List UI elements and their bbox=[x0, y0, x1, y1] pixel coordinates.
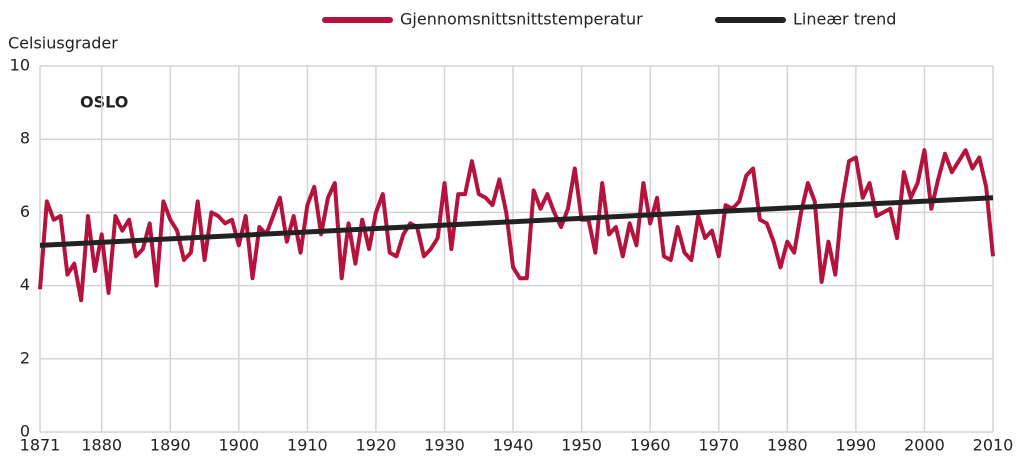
y-axis-label: Celsiusgrader bbox=[8, 34, 118, 53]
x-tick-label: 1930 bbox=[424, 436, 465, 455]
x-tick-label: 1890 bbox=[150, 436, 191, 455]
x-tick-label: 1950 bbox=[561, 436, 602, 455]
x-tick-label: 1990 bbox=[836, 436, 877, 455]
data-line bbox=[39, 195, 994, 248]
x-tick-label: 1940 bbox=[493, 436, 534, 455]
x-tick-label: 1960 bbox=[630, 436, 671, 455]
y-tick-label: 4 bbox=[20, 275, 30, 294]
y-tick-label: 2 bbox=[20, 348, 30, 367]
x-tick-label: 2000 bbox=[904, 436, 945, 455]
x-tick-label: 2010 bbox=[973, 436, 1014, 455]
x-tick-label: 1970 bbox=[698, 436, 739, 455]
data-line bbox=[38, 148, 995, 303]
annotation: OSLO bbox=[80, 93, 128, 112]
legend-label: Lineær trend bbox=[793, 10, 896, 29]
x-tick-label: 1900 bbox=[218, 436, 259, 455]
x-tick-label: 1980 bbox=[767, 436, 808, 455]
x-tick-label: 1920 bbox=[356, 436, 397, 455]
y-tick-label: 0 bbox=[20, 422, 30, 441]
y-tick-label: 8 bbox=[20, 129, 30, 148]
x-tick-label: 1880 bbox=[81, 436, 122, 455]
legend-label: Gjennomsnittsnittstemperatur bbox=[400, 10, 643, 29]
x-tick-label: 1910 bbox=[287, 436, 328, 455]
x-tick-label: 1871 bbox=[20, 436, 61, 455]
y-tick-label: 6 bbox=[20, 202, 30, 221]
y-tick-label: 10 bbox=[10, 56, 30, 75]
